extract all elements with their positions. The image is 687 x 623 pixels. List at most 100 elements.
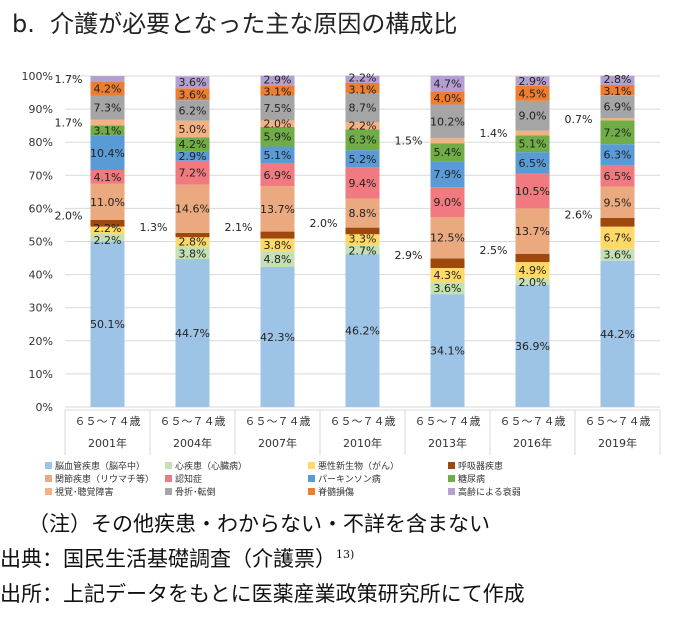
legend-label: 脊髄損傷 — [318, 486, 354, 498]
bar-segment — [90, 241, 125, 407]
x-tick-age: ６５～７４歳 — [330, 415, 396, 428]
data-label: 6.9% — [604, 101, 632, 114]
reference-number: 13) — [336, 548, 355, 561]
data-label: 9.0% — [434, 196, 462, 209]
data-label: 9.5% — [604, 196, 632, 209]
origin-line: 出所：上記データをもとに医薬産業政策研究所にて作成 — [0, 578, 525, 608]
bar-segment — [175, 259, 210, 407]
data-label: 2.0% — [310, 217, 338, 230]
bar-segment — [515, 262, 550, 279]
legend-swatch — [448, 462, 455, 469]
bar-segment — [430, 267, 465, 283]
bar-segment — [600, 217, 635, 227]
bar-segment — [430, 143, 465, 162]
data-label: 1.5% — [395, 135, 423, 148]
bar-segment — [90, 233, 125, 242]
legend-label: 心疾患（心臓病） — [175, 460, 247, 472]
data-label: 4.9% — [519, 264, 547, 277]
bar-segment — [600, 84, 635, 96]
y-tick-label: 10% — [29, 368, 53, 381]
bar-segment — [600, 75, 635, 85]
data-label: 13.7% — [260, 203, 295, 216]
bar-segment — [345, 254, 380, 407]
legend-label: 脳血管疾患（脳卒中） — [55, 460, 145, 472]
stacked-bar-chart: 0% 10% 20% 30% 40% 50% 60% 70% 80% 90% 100% ６５～７４歳 2… — [22, 70, 661, 498]
bar-segment — [90, 219, 125, 227]
bar-segment — [175, 246, 210, 260]
legend-label: 認知症 — [175, 473, 202, 485]
y-tick-label: 80% — [29, 136, 53, 149]
bar-segment — [515, 253, 550, 263]
bar-segment — [260, 146, 295, 164]
data-label: 3.1% — [349, 84, 377, 97]
bar-segment — [260, 95, 295, 121]
data-label: 3.6% — [434, 282, 462, 295]
data-label: 36.9% — [515, 340, 550, 353]
bar-segment — [515, 284, 550, 407]
data-label: 7.3% — [94, 102, 122, 115]
data-label: 7.2% — [604, 126, 632, 139]
bar-segment — [515, 208, 550, 254]
data-label: 2.8% — [179, 235, 207, 248]
data-label: 44.7% — [175, 327, 210, 340]
x-tick-year: 2016年 — [513, 436, 552, 450]
source-line: 出典：国民生活基礎調査（介護票）13) — [0, 543, 354, 573]
origin-text: 出所：上記データをもとに医薬産業政策研究所にて作成 — [0, 582, 525, 606]
bar-segment — [515, 152, 550, 174]
bar-segment — [175, 151, 210, 161]
data-label: 2.1% — [225, 221, 253, 234]
bar-segment — [90, 119, 125, 126]
y-tick-label: 100% — [22, 70, 53, 83]
data-label: 2.2% — [94, 222, 122, 235]
legend-label: 糖尿病 — [458, 473, 485, 485]
x-tick-year: 2001年 — [88, 436, 127, 450]
y-tick-label: 20% — [29, 335, 53, 348]
bar-segment — [345, 245, 380, 255]
bar-segment — [90, 135, 125, 171]
data-label: 5.2% — [349, 153, 377, 166]
bar-segment — [260, 163, 295, 187]
bar-segment — [90, 76, 125, 82]
data-label: 7.2% — [179, 167, 207, 180]
data-label: 9.4% — [349, 177, 377, 190]
bar-segment — [515, 278, 550, 285]
legend-label: 高齢による衰弱 — [458, 486, 521, 498]
data-label: 6.3% — [604, 149, 632, 162]
data-label: 11.0% — [90, 196, 125, 209]
note-text: （注）その他疾患・わからない・不詳を含まない — [28, 512, 490, 536]
bar-segment — [430, 187, 465, 218]
data-label: 4.2% — [94, 83, 122, 96]
bar-segment — [175, 88, 210, 101]
bar-segment — [345, 167, 380, 199]
data-label: 6.2% — [179, 104, 207, 117]
legend-swatch — [308, 462, 315, 469]
bar-segment — [90, 95, 125, 120]
x-tick-year: 2007年 — [258, 436, 297, 450]
data-label: 2.8% — [604, 73, 632, 86]
data-label: 2.0% — [519, 276, 547, 289]
bar-segment — [430, 104, 465, 139]
legend-swatch — [165, 488, 172, 495]
data-label: 7.9% — [434, 168, 462, 181]
bar-segment — [175, 232, 210, 238]
x-tick-age: ６５～７４歳 — [415, 415, 481, 428]
bar-segment — [345, 227, 380, 235]
legend-swatch — [308, 488, 315, 495]
data-label: 3.6% — [179, 76, 207, 89]
bar-segment — [430, 217, 465, 259]
data-label: 2.5% — [480, 244, 508, 257]
bar-segment — [515, 85, 550, 101]
x-tick-year: 2013年 — [428, 436, 467, 450]
data-label: 6.5% — [604, 170, 632, 183]
legend-swatch — [448, 488, 455, 495]
data-label: 3.3% — [349, 233, 377, 246]
data-label: 13.7% — [515, 225, 550, 238]
legend-swatch — [45, 488, 52, 495]
bar-segment — [345, 93, 380, 123]
bar-segment — [260, 251, 295, 267]
bar-segment — [260, 126, 295, 147]
legend-swatch — [165, 462, 172, 469]
y-tick-label: 60% — [29, 202, 53, 215]
bar-segment — [90, 170, 125, 184]
y-tick-label: 70% — [29, 169, 53, 182]
